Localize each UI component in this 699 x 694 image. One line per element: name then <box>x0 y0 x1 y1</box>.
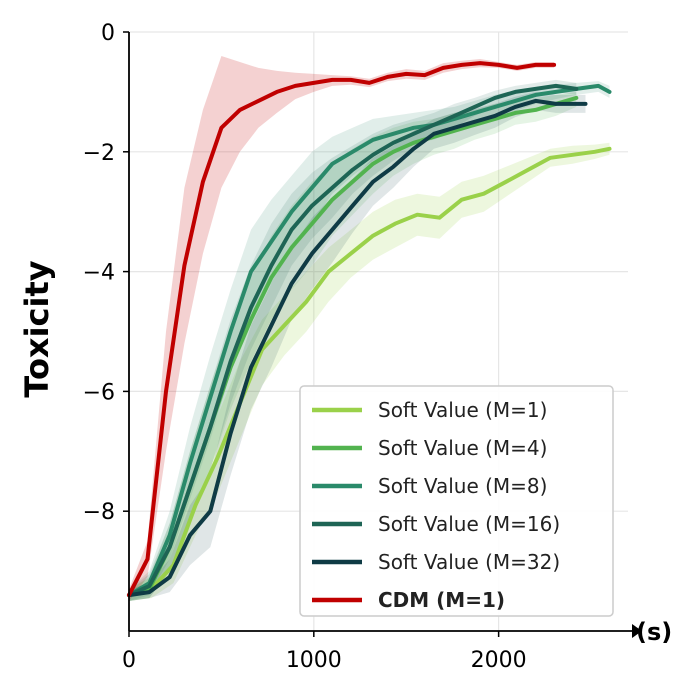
x-tick-label: 0 <box>122 648 136 673</box>
legend-label: Soft Value (M=16) <box>378 512 560 536</box>
series-band <box>129 81 610 602</box>
legend-label: Soft Value (M=4) <box>378 436 547 460</box>
y-axis-label: Toxicity <box>18 260 56 397</box>
legend-label: Soft Value (M=8) <box>378 474 547 498</box>
x-tick-label: 1000 <box>286 648 342 673</box>
y-tick-label: −2 <box>83 141 115 166</box>
legend-label: Soft Value (M=32) <box>378 550 560 574</box>
axes <box>123 31 642 638</box>
x-axis-unit-label: (s) <box>636 618 672 646</box>
series-line <box>127 83 612 598</box>
tick-labels: 0 1000 2000 0 −2 −4 −6 −8 <box>83 21 527 673</box>
legend-label: Soft Value (M=1) <box>378 398 547 422</box>
series-line <box>127 61 557 598</box>
series-line <box>127 83 579 598</box>
series-line <box>127 146 612 598</box>
legend-box <box>299 385 614 617</box>
series-line <box>127 98 588 598</box>
series-lines <box>127 61 612 598</box>
y-tick-label: −4 <box>83 261 115 286</box>
series-band <box>129 91 586 602</box>
x-axis-arrow-icon <box>632 624 642 638</box>
y-tick-label: 0 <box>101 21 115 46</box>
x-tick-label: 2000 <box>471 648 527 673</box>
series-band <box>129 91 577 602</box>
y-tick-label: −8 <box>83 500 115 525</box>
legend: Soft Value (M=1) Soft Value (M=4) Soft Val… <box>299 385 614 617</box>
y-tick-label: −6 <box>83 380 115 405</box>
legend-label: CDM (M=1) <box>378 588 505 612</box>
